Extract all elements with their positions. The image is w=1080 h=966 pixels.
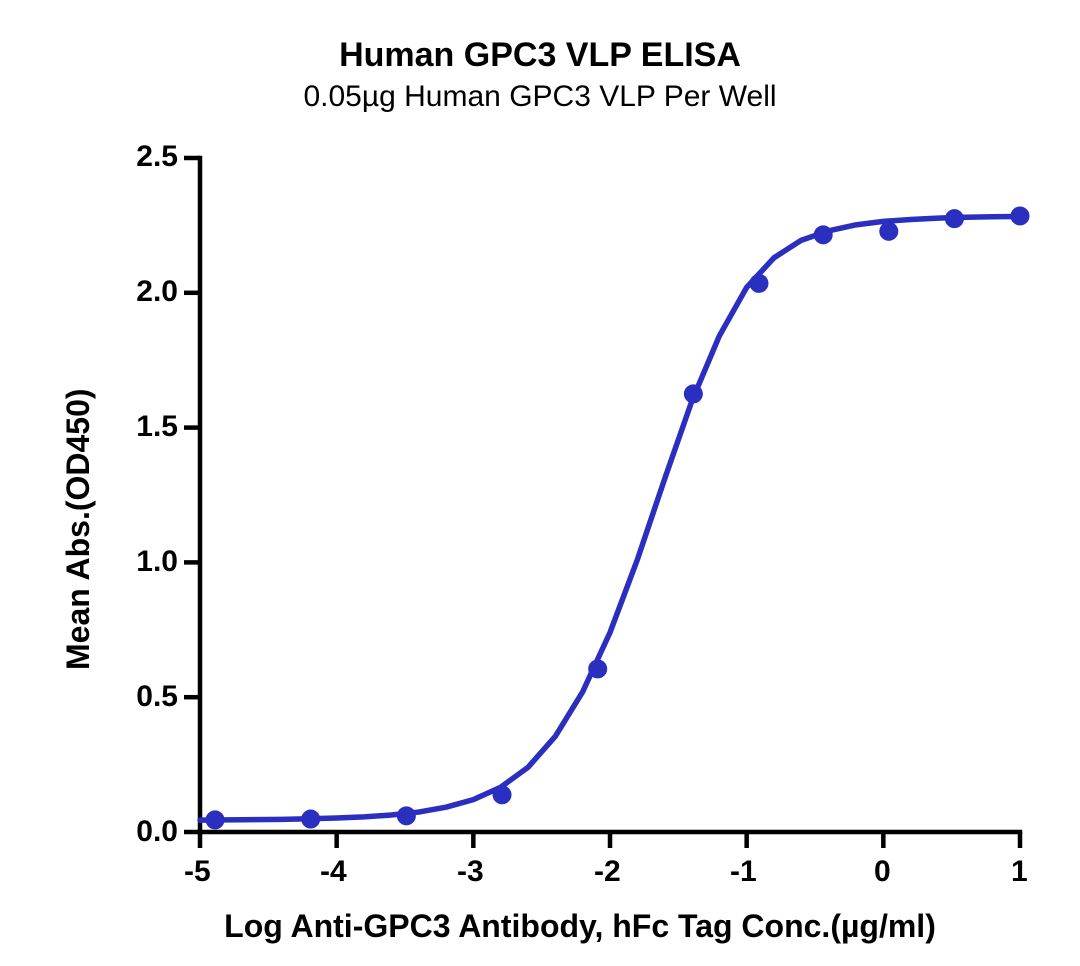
chart-container: Human GPC3 VLP ELISA 0.05µg Human GPC3 V… [0,0,1080,966]
plot-svg [0,0,1080,966]
